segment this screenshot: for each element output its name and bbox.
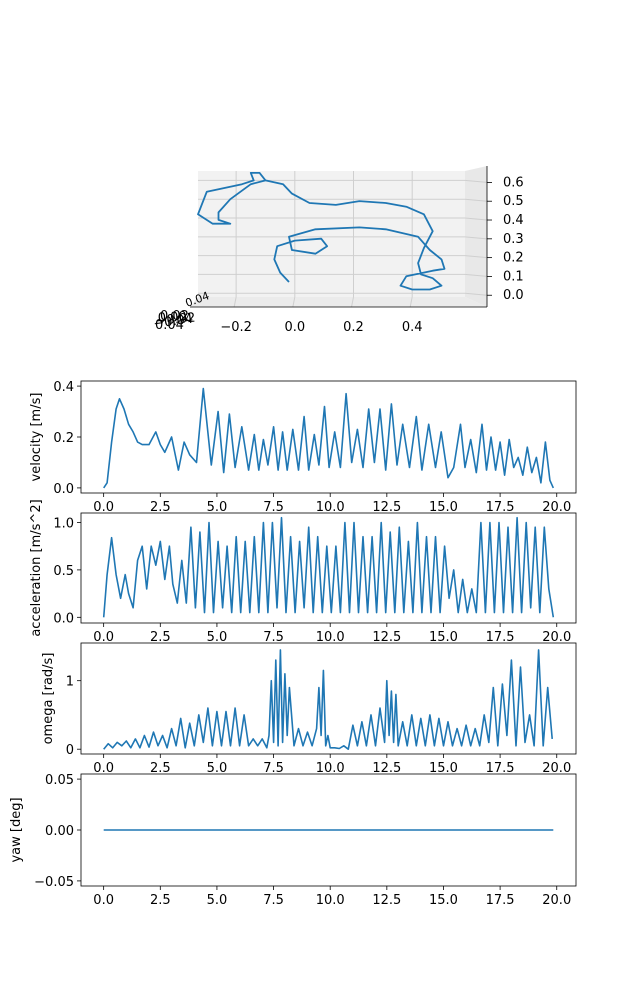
y-tick-label: 0.2 xyxy=(53,431,74,446)
x-tick-label: 5.0 xyxy=(207,630,228,645)
x-tick-label: 7.5 xyxy=(263,500,284,515)
x-tick-label: 12.5 xyxy=(372,500,401,515)
x-tick-label: 7.5 xyxy=(263,761,284,776)
z-tick-label-3d: 0.6 xyxy=(503,175,524,190)
x-tick-label: 2.5 xyxy=(150,761,171,776)
grid-line-side xyxy=(464,179,488,183)
x-tick-label-3d: 0.2 xyxy=(343,320,364,335)
grid-line-side xyxy=(464,236,488,240)
axes-frame xyxy=(80,642,577,755)
x-tick-label: 20.0 xyxy=(542,630,571,645)
y-axis-label: acceleration [m/s^2] xyxy=(29,499,44,636)
y-tick-pile: −0.04 −0.02 0.00 0.02 0.04 0.04 xyxy=(152,289,211,333)
acceleration-series-line xyxy=(102,516,555,618)
y-tick-label: 0 xyxy=(66,743,74,758)
x-tick-label: 20.0 xyxy=(542,761,571,776)
y-tick-label: 1.0 xyxy=(53,516,74,531)
x-tick-label: 0.0 xyxy=(93,761,114,776)
z-tick-label-3d: 0.2 xyxy=(503,251,524,266)
grid-line-side xyxy=(464,198,488,202)
x-tick-label: 17.5 xyxy=(486,500,515,515)
yaw-panel: 0.0 2.5 5.0 7.5 10.0 12.5 15.0 17.5 20.0 −0.05 0.0… xyxy=(9,773,577,908)
x-tick-label-3d: 0.4 xyxy=(402,320,423,335)
z-tick-label-3d: 0.1 xyxy=(503,269,524,284)
y-tick-label: 0.05 xyxy=(45,773,74,788)
x-tick-label: 20.0 xyxy=(542,500,571,515)
trajectory-line xyxy=(197,172,446,291)
x-tick-label: 5.0 xyxy=(207,893,228,908)
trajectory-3d-panel: −0.2 0.0 0.2 0.4 0.0 0.1 0.2 0.3 0.4 0.5 0.6 −0.04… xyxy=(152,166,524,335)
acceleration-panel: 0.0 2.5 5.0 7.5 10.0 12.5 15.0 17.5 20.0 0.0 0.5 1.… xyxy=(29,499,577,645)
x-tick-label-3d: −0.2 xyxy=(220,320,252,335)
x-tick-label: 17.5 xyxy=(486,761,515,776)
grid-line-floor xyxy=(292,296,296,308)
x-tick-label: 0.0 xyxy=(93,500,114,515)
x-tick-label: 2.5 xyxy=(150,500,171,515)
grid-line-side xyxy=(464,255,488,259)
floor-pane xyxy=(190,297,487,307)
x-tick-label: 7.5 xyxy=(263,630,284,645)
x-tick-label: 10.0 xyxy=(316,893,345,908)
y-tick-label: −0.05 xyxy=(34,875,74,890)
x-tick-label: 17.5 xyxy=(486,893,515,908)
x-tick-label: 7.5 xyxy=(263,893,284,908)
x-tick-label: 10.0 xyxy=(316,630,345,645)
x-tick-label: 17.5 xyxy=(486,630,515,645)
x-tick-label: 20.0 xyxy=(542,893,571,908)
y-tick-pile-label: 0.00 xyxy=(157,309,187,325)
z-tick-label-3d: 0.3 xyxy=(503,232,524,247)
y-axis-label: yaw [deg] xyxy=(9,797,24,862)
back-pane xyxy=(198,171,465,297)
y-tick-pile-label: −0.04 xyxy=(152,312,194,332)
grid-line-floor xyxy=(233,296,237,308)
y-axis-label: velocity [m/s] xyxy=(29,393,44,482)
x-tick-label: 10.0 xyxy=(316,500,345,515)
axes-frame xyxy=(80,773,577,887)
x-tick-label: 15.0 xyxy=(429,500,458,515)
grid-line-side xyxy=(464,292,488,296)
y-tick-label: 0.0 xyxy=(53,611,74,626)
grid-line-side xyxy=(464,273,488,277)
y-tick-label: 0.4 xyxy=(53,380,74,395)
y-axis-label: omega [rad/s] xyxy=(41,653,56,745)
grid-line-floor xyxy=(409,296,413,308)
side-pane xyxy=(465,166,487,307)
grid-line-floor xyxy=(351,296,354,308)
x-tick-label: 12.5 xyxy=(372,893,401,908)
x-tick-label: 15.0 xyxy=(429,893,458,908)
z-tick-label-3d: 0.0 xyxy=(503,288,524,303)
y-tick-pile-label: −0.02 xyxy=(155,311,196,329)
ticks-3d: −0.2 0.0 0.2 0.4 0.0 0.1 0.2 0.3 0.4 0.5 0.6 xyxy=(220,175,523,335)
y-tick-label: 0.0 xyxy=(53,482,74,497)
z-tick-label-3d: 0.4 xyxy=(503,213,524,228)
x-tick-label: 0.0 xyxy=(93,893,114,908)
grid-line-side xyxy=(464,217,488,221)
y-tick-label: 1 xyxy=(66,675,74,690)
x-tick-label: 15.0 xyxy=(429,761,458,776)
velocity-panel: 0.0 2.5 5.0 7.5 10.0 12.5 15.0 17.5 20.0 0.0 0.2 0.… xyxy=(29,380,577,515)
y-tick-label: 0.5 xyxy=(53,564,74,579)
x-tick-label: 5.0 xyxy=(207,500,228,515)
y-tick-label: 0.00 xyxy=(45,824,74,839)
x-tick-label: 2.5 xyxy=(150,893,171,908)
z-tick-label-3d: 0.5 xyxy=(503,194,524,209)
x-tick-label: 12.5 xyxy=(372,761,401,776)
omega-panel: 0.0 2.5 5.0 7.5 10.0 12.5 15.0 17.5 20.0 0 1 omega … xyxy=(41,642,577,776)
axes-frame xyxy=(80,512,577,624)
omega-series-line xyxy=(103,649,553,750)
x-tick-label: 15.0 xyxy=(429,630,458,645)
y-tick-pile-label: 0.02 xyxy=(160,309,189,324)
x-tick-label: 2.5 xyxy=(150,630,171,645)
x-tick-label: 5.0 xyxy=(207,761,228,776)
x-tick-label: 10.0 xyxy=(316,761,345,776)
y-tick-pile-label: 0.04 xyxy=(155,318,184,333)
axes-frame xyxy=(80,380,577,494)
x-tick-label-3d: 0.0 xyxy=(284,320,305,335)
x-tick-label: 12.5 xyxy=(372,630,401,645)
x-tick-label: 0.0 xyxy=(93,630,114,645)
velocity-series-line xyxy=(103,387,555,489)
